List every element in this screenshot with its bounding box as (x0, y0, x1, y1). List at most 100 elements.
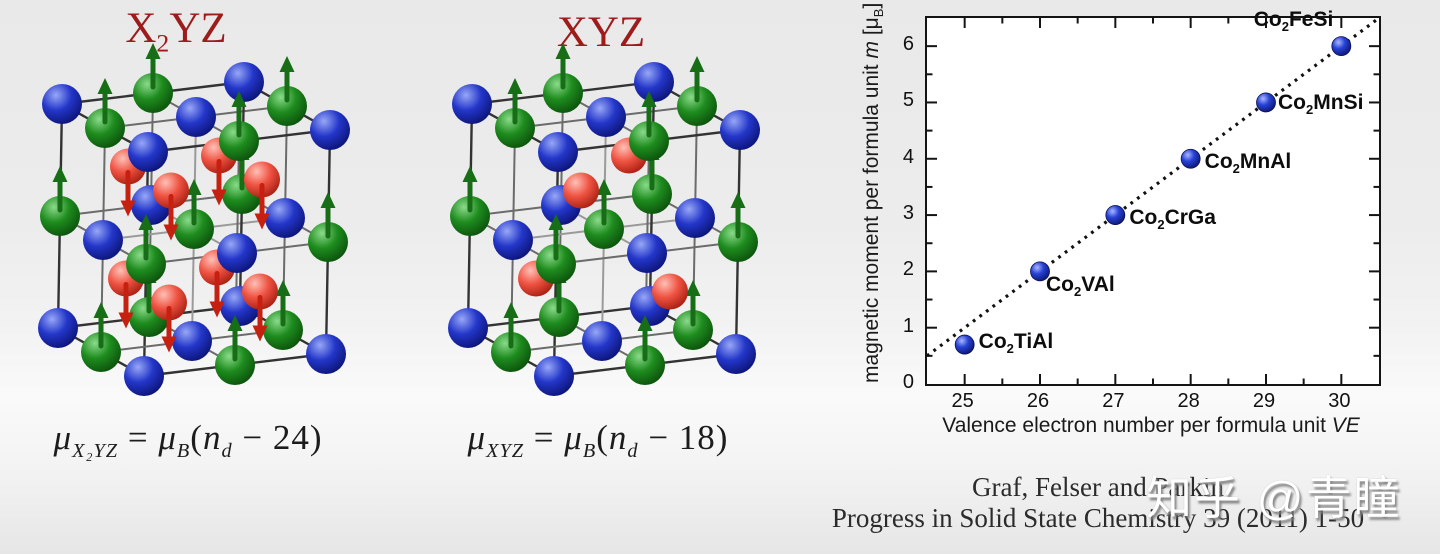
atom-z-blue (720, 110, 760, 150)
atom-y-green (308, 222, 348, 262)
spin-up-arrow (641, 91, 657, 138)
spin-down-arrow (161, 306, 177, 353)
spin-up-arrow (462, 166, 478, 213)
data-point (1256, 92, 1276, 113)
spin-up-arrow (507, 78, 523, 125)
atom-y-green (263, 310, 303, 350)
spin-up-arrow (548, 214, 564, 261)
atom-y-green (536, 244, 576, 284)
atom-x-red (242, 273, 278, 310)
plot-area (925, 16, 1381, 386)
y-tick-label: 5 (902, 89, 914, 112)
watermark: 知乎 @青瞳 (1146, 472, 1402, 524)
point-label: Co2TiAl (978, 329, 1054, 356)
spin-down-arrow (209, 271, 225, 318)
atom-z-blue (627, 233, 667, 273)
atom-y-green (584, 209, 624, 249)
atom-y-green (539, 297, 579, 337)
atom-y-green (632, 174, 672, 214)
spin-up-arrow (145, 43, 161, 90)
data-point (1105, 205, 1126, 225)
spin-up-arrow (596, 179, 612, 226)
atom-z-blue (172, 321, 212, 361)
crystal-structure-x2yz-diagram (38, 43, 350, 396)
x-tick-label: 27 (1102, 390, 1125, 412)
point-label: Co2VAl (1046, 273, 1115, 300)
crystal-structure-xyz-diagram (448, 43, 760, 396)
spin-up-arrow (279, 56, 295, 103)
y-tick-label: 0 (902, 371, 914, 393)
slater-pauling-chart: magnetic moment per formula unit m [μB] … (858, 0, 1440, 466)
atom-x-red (652, 273, 688, 310)
moment-formula-x2yz: μX₂YZ = μB(nd − 24) (53, 418, 323, 462)
point-label: Co2MnSi (1278, 91, 1364, 118)
atom-z-blue (634, 62, 674, 102)
atom-x-red (151, 284, 187, 321)
x-tick-label: 28 (1177, 390, 1200, 412)
spin-down-arrow (120, 170, 136, 217)
x-tick-label: 26 (1026, 390, 1050, 412)
atom-z-blue (83, 220, 123, 260)
data-point (1331, 36, 1352, 57)
atom-y-green (629, 121, 669, 161)
atom-z-blue (42, 84, 82, 124)
atom-y-green (543, 73, 583, 113)
atom-z-blue (716, 334, 756, 374)
citation: Graf, Felser and Parkin Progress in Soli… (752, 472, 1440, 534)
atom-z-blue (128, 132, 168, 172)
atom-y-green (126, 244, 166, 284)
spin-up-arrow (555, 43, 571, 90)
point-label: Co2CrGa (1129, 206, 1216, 233)
atom-y-green (133, 73, 173, 113)
spin-down-arrow (254, 183, 270, 230)
moment-formula-xyz: μXYZ = μB(nd − 18) (467, 418, 729, 462)
atom-z-blue (310, 110, 350, 150)
atom-x-red (244, 161, 280, 198)
atom-y-green (267, 86, 307, 126)
spin-up-arrow (138, 214, 154, 261)
atom-z-blue (306, 334, 346, 374)
spin-up-arrow (730, 192, 746, 239)
atom-y-green (215, 345, 255, 385)
atom-y-green (491, 332, 531, 372)
spin-up-arrow (689, 56, 705, 103)
spin-up-arrow (320, 192, 336, 239)
citation-authors: Graf, Felser and Parkin (972, 472, 1224, 502)
spin-up-arrow (275, 280, 291, 327)
atom-y-green (219, 121, 259, 161)
y-tick-label: 1 (902, 314, 914, 337)
atom-y-green (85, 108, 125, 148)
plot-canvas (926, 16, 1380, 384)
atom-x-red (153, 172, 189, 209)
atom-z-blue (38, 308, 78, 348)
atom-y-green (174, 209, 214, 249)
atom-z-blue (217, 233, 257, 273)
x-tick-label: 29 (1252, 390, 1276, 412)
spin-up-arrow (231, 91, 247, 138)
atom-z-blue (586, 97, 626, 137)
atom-z-blue (176, 97, 216, 137)
atom-y-green (81, 332, 121, 372)
atom-z-blue (538, 132, 578, 172)
spin-down-arrow (118, 282, 134, 329)
atom-y-green (625, 345, 665, 385)
atom-y-green (677, 86, 717, 126)
spin-up-arrow (52, 166, 68, 213)
spin-up-arrow (186, 179, 202, 226)
x-tick-label: 25 (951, 390, 974, 412)
atom-z-blue (124, 356, 164, 396)
spin-up-arrow (227, 315, 243, 362)
spin-up-arrow (637, 315, 653, 362)
atom-y-green (718, 222, 758, 262)
data-point (1030, 261, 1050, 282)
atom-z-blue (224, 62, 264, 102)
y-tick-label: 2 (902, 258, 914, 281)
spin-up-arrow (503, 302, 519, 349)
citation-journal: Progress in Solid State Chemistry 39 (20… (831, 503, 1365, 533)
atom-z-blue (582, 321, 622, 361)
atom-y-green (673, 310, 713, 350)
spin-down-arrow (163, 194, 179, 241)
x-tick-label: 30 (1328, 390, 1351, 412)
atom-z-blue (265, 198, 305, 238)
